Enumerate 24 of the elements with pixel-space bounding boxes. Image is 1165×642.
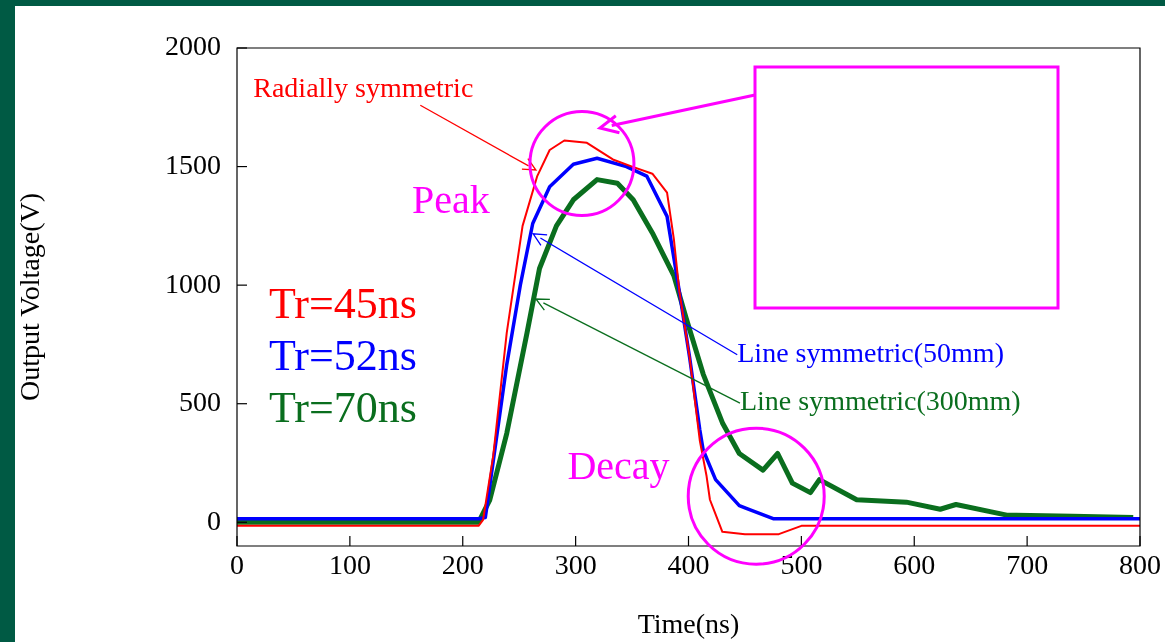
series-label: Tr=52ns	[269, 330, 417, 380]
y-tick-label: 2000	[165, 30, 221, 62]
x-tick-label: 400	[667, 549, 710, 581]
series-label: Tr=70ns	[269, 382, 417, 432]
text: Tr=45ns	[269, 278, 417, 328]
y-tick-label: 0	[207, 504, 221, 536]
x-tick-label: 300	[554, 549, 597, 581]
x-tick-label: 800	[1119, 549, 1161, 581]
annotation: Radially symmetric	[253, 72, 474, 104]
y-tick-label: 1000	[165, 267, 221, 299]
y-tick-label: 500	[179, 386, 221, 418]
x-axis-title: Time(ns)	[637, 607, 740, 639]
annotation: Peak	[412, 176, 490, 222]
x-tick-label: 600	[893, 549, 936, 581]
x-tick-label: 500	[780, 549, 823, 581]
x-tick-label: 100	[328, 549, 371, 581]
annotation: Line symmetric(50mm)	[737, 337, 1004, 369]
y-axis-title: Output Voltage(V)	[14, 192, 46, 402]
annotation: Line symmetric(300mm)	[739, 385, 1021, 417]
x-tick-label: 700	[1006, 549, 1049, 581]
x-tick-label: 0	[230, 549, 244, 581]
y-tick-label: 1500	[165, 148, 221, 180]
x-tick-label: 200	[441, 549, 484, 581]
annotation: Decay	[567, 443, 670, 489]
